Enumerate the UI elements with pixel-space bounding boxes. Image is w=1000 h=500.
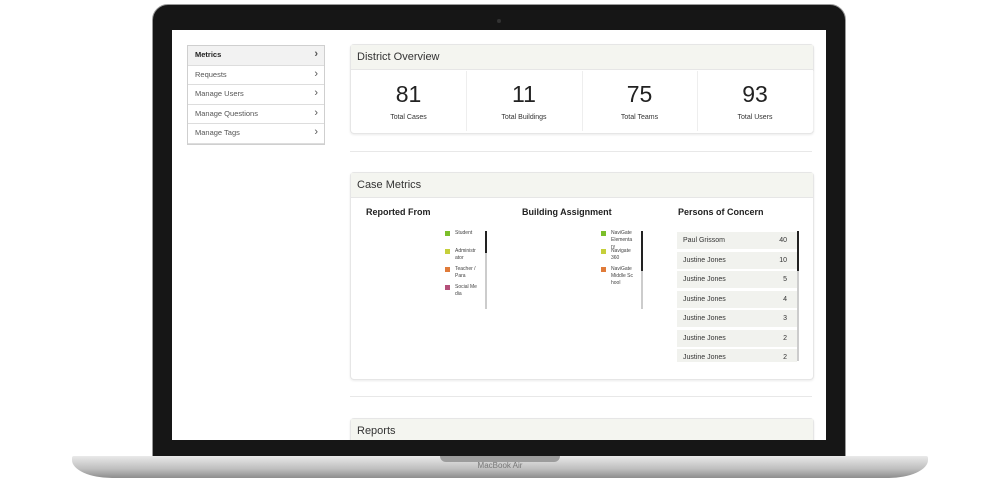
camera — [497, 19, 501, 23]
slice-label: 42% — [402, 323, 411, 328]
slice-label: 52% — [550, 270, 559, 275]
person-name: Paul Grissom — [683, 237, 726, 244]
stat: 93 Total Users — [698, 71, 814, 131]
legend-label: NaviGate Middle School — [611, 266, 633, 286]
person-name: Justine Jones — [683, 334, 726, 342]
person-name: Justine Jones — [683, 276, 726, 283]
card-title: Case Metrics — [351, 173, 813, 198]
legend-swatch — [445, 285, 450, 290]
stat: 11 Total Buildings — [467, 71, 583, 131]
chart-title: Building Assignment — [522, 207, 612, 217]
donut-area: 53% 42% 52% 38% — [395, 231, 799, 361]
scrollbar-thumb — [641, 231, 643, 271]
stat: 75 Total Teams — [582, 71, 698, 131]
person-count: 2 — [783, 354, 787, 361]
person-count: 40 — [779, 237, 787, 244]
stat: 81 Total Cases — [351, 71, 467, 131]
sidebar-item[interactable]: Requests — [188, 65, 324, 85]
legend-label: Social Media — [455, 284, 477, 297]
reports-card: Reports — [350, 418, 814, 440]
person-count: 2 — [783, 334, 787, 342]
legend-swatch — [445, 231, 450, 236]
card-title: District Overview — [351, 45, 813, 70]
stat-value: 11 — [512, 81, 536, 107]
slice-label: 38% — [563, 321, 572, 326]
person-row: Justine Jones 10 — [677, 251, 797, 269]
stat-label: Total Users — [737, 114, 773, 121]
person-count: 3 — [783, 315, 787, 322]
person-row: Justine Jones 5 — [677, 271, 797, 288]
divider — [350, 151, 812, 152]
person-row: Justine Jones 2 — [677, 349, 797, 362]
persons-list: Paul Grissom 40 Justine Jones 10 Justine Jon… — [351, 173, 813, 362]
sidebar-item[interactable]: Manage Users — [188, 84, 324, 105]
scrollbar — [797, 231, 799, 361]
laptop-base — [72, 456, 928, 478]
legend-label: Administrator — [455, 248, 476, 261]
legend-label: NaviGate Elementary — [611, 230, 633, 250]
legend-swatch — [601, 249, 606, 254]
stat-label: Total Teams — [620, 114, 659, 121]
legend-label: Navigate360 — [611, 248, 631, 261]
stat-value: 75 — [626, 81, 653, 107]
legend-swatch — [601, 231, 606, 236]
stat-value: 81 — [395, 81, 422, 107]
person-name: Justine Jones — [683, 256, 726, 264]
person-name: Justine Jones — [683, 295, 726, 303]
person-count: 5 — [783, 276, 787, 283]
card-title: Reports — [351, 419, 813, 440]
person-name: Justine Jones — [683, 354, 726, 361]
scrollbar-thumb — [797, 231, 799, 271]
person-row: Justine Jones 4 — [677, 290, 797, 308]
legend-label: Student — [455, 230, 473, 236]
person-row: Justine Jones 2 — [677, 329, 797, 347]
legend-swatch — [445, 249, 450, 254]
legend-label: Teacher / Para — [455, 266, 476, 279]
person-name: Justine Jones — [683, 315, 726, 322]
person-count: 10 — [779, 256, 787, 264]
screen: MetricsRequestsManage UsersManage Questi… — [172, 30, 826, 440]
stat-label: Total Cases — [390, 114, 427, 121]
person-row: Justine Jones 3 — [677, 310, 797, 327]
scrollbar — [485, 231, 487, 309]
stat-value: 93 — [742, 81, 768, 107]
stat-label: Total Buildings — [501, 114, 547, 121]
device-label: MacBook Air — [477, 461, 523, 470]
sidebar: MetricsRequestsManage UsersManage Questi… — [187, 45, 325, 145]
case-metrics-card: Case Metrics Reported From Building Assi… — [350, 172, 814, 380]
person-count: 4 — [783, 295, 787, 303]
slice-label: 53% — [395, 270, 404, 275]
divider — [350, 396, 812, 397]
sidebar-item[interactable]: Manage Questions — [188, 104, 324, 124]
scrollbar-thumb — [485, 231, 487, 253]
legend-swatch — [601, 267, 606, 272]
laptop-notch — [440, 456, 560, 462]
chart-title: Reported From — [366, 207, 431, 217]
sidebar-item[interactable]: Manage Tags — [188, 123, 324, 144]
sidebar-item[interactable]: Metrics — [188, 45, 324, 66]
district-overview-card: District Overview 81 Total Cases 11 Total B… — [350, 44, 814, 134]
legend-swatch — [445, 267, 450, 272]
person-row: Paul Grissom 40 — [677, 232, 797, 249]
list-title: Persons of Concern — [678, 207, 764, 217]
